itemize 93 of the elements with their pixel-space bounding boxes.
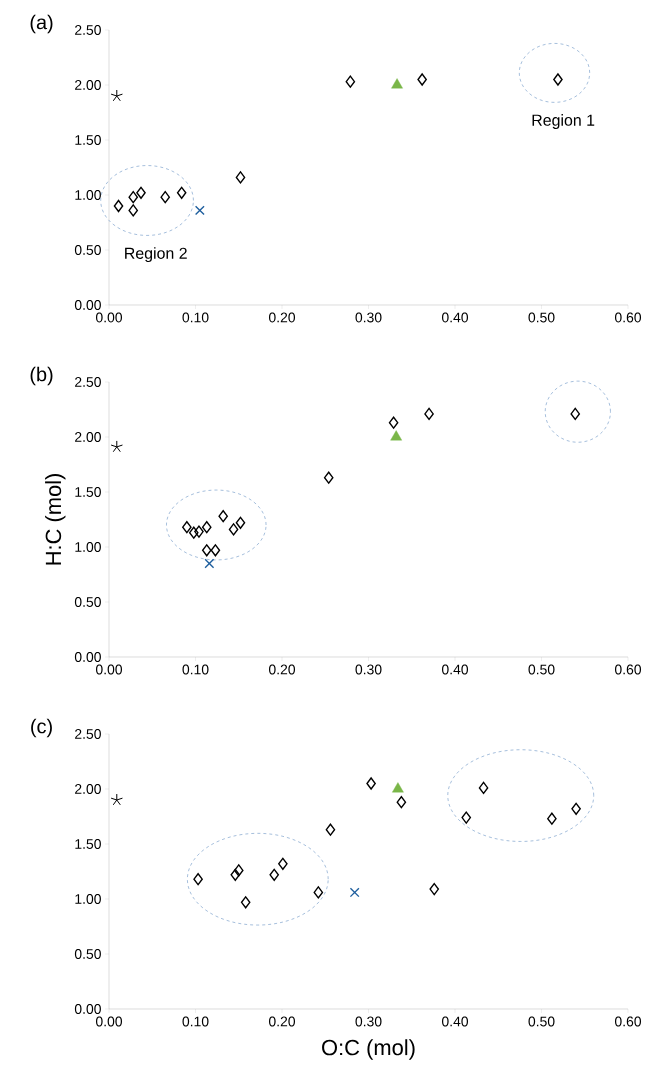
point <box>235 516 246 529</box>
y-tick-label: 1.50 <box>75 487 101 497</box>
point <box>201 544 212 557</box>
point <box>160 191 171 204</box>
y-tick-label: 1.50 <box>75 839 101 849</box>
x-tick-label: 0.20 <box>269 664 296 675</box>
y-tick-label: 0.00 <box>74 652 101 662</box>
point <box>228 523 239 536</box>
point <box>396 796 407 809</box>
x-tick-label: 0.00 <box>96 1016 123 1027</box>
x-tick-label: 0.10 <box>182 664 209 675</box>
point <box>345 75 356 88</box>
x-axis-title: O:C (mol) <box>322 1039 415 1060</box>
x-tick-label: 0.00 <box>96 664 123 675</box>
y-tick-label: 0.00 <box>74 300 101 310</box>
x-tick-label: 0.40 <box>442 312 469 323</box>
point <box>230 868 241 881</box>
y-tick-label: 0.50 <box>74 597 101 607</box>
point <box>424 407 434 421</box>
x-tick-label: 0.00 <box>96 312 123 323</box>
y-tick-label: 1.00 <box>75 190 101 200</box>
chart-title: (b) <box>30 366 53 386</box>
y-tick-label: 0.50 <box>74 949 101 959</box>
chart-title: (c) <box>31 718 52 738</box>
annotation: Region 2 <box>125 247 187 263</box>
point <box>194 525 204 538</box>
y-tick-label: 2.50 <box>75 25 101 35</box>
point <box>323 471 334 484</box>
x-tick-label: 0.30 <box>355 1016 382 1027</box>
point <box>113 199 124 213</box>
point <box>110 440 124 453</box>
x-tick-label: 0.50 <box>528 1016 555 1027</box>
point <box>110 89 124 102</box>
y-tick-label: 2.50 <box>75 729 101 739</box>
point <box>269 868 280 881</box>
x-tick-label: 0.20 <box>269 312 296 323</box>
point <box>218 510 229 523</box>
x-tick-label: 0.40 <box>442 664 469 675</box>
x-tick-label: 0.60 <box>615 664 642 675</box>
point <box>194 205 205 216</box>
y-tick-label: 1.00 <box>75 894 101 904</box>
y-axis-title: H:C (mol) <box>45 474 66 565</box>
point <box>461 811 472 824</box>
point <box>349 887 360 898</box>
point <box>325 823 336 836</box>
point <box>201 521 212 534</box>
point <box>478 781 489 795</box>
x-tick-label: 0.60 <box>615 1016 642 1027</box>
annotation: Region 1 <box>532 114 595 129</box>
y-tick-label: 2.00 <box>75 432 101 442</box>
point <box>110 793 124 806</box>
point <box>278 857 288 870</box>
y-tick-label: 2.00 <box>75 784 101 794</box>
point <box>128 191 139 204</box>
x-tick-label: 0.40 <box>442 1016 469 1027</box>
point <box>176 186 187 199</box>
point <box>390 430 403 441</box>
point <box>571 802 581 815</box>
y-tick-label: 1.00 <box>75 542 101 552</box>
point <box>429 882 440 896</box>
chart-title: (a) <box>30 14 53 34</box>
point <box>210 544 221 557</box>
x-tick-label: 0.30 <box>355 664 382 675</box>
point <box>204 558 215 569</box>
point <box>570 407 581 421</box>
y-tick-label: 0.50 <box>74 245 101 255</box>
x-tick-label: 0.50 <box>528 312 555 323</box>
point <box>235 171 246 184</box>
point <box>136 186 146 199</box>
point <box>313 886 324 899</box>
point <box>388 416 399 429</box>
point <box>193 873 203 886</box>
point <box>233 864 244 877</box>
point <box>182 521 192 534</box>
x-tick-label: 0.10 <box>182 312 209 323</box>
y-tick-label: 0.00 <box>74 1004 101 1014</box>
y-tick-label: 2.50 <box>75 377 101 387</box>
point <box>189 526 199 539</box>
x-tick-label: 0.10 <box>182 1016 209 1027</box>
x-tick-label: 0.50 <box>528 664 555 675</box>
y-tick-label: 1.50 <box>75 135 101 145</box>
point <box>417 73 427 86</box>
point <box>553 73 563 86</box>
point <box>392 782 404 793</box>
point <box>128 204 139 217</box>
x-tick-label: 0.60 <box>615 312 642 323</box>
x-tick-label: 0.20 <box>269 1016 296 1027</box>
x-tick-label: 0.30 <box>355 312 382 323</box>
point <box>547 812 557 825</box>
y-tick-label: 2.00 <box>75 80 101 90</box>
point <box>366 777 376 790</box>
point <box>391 78 403 89</box>
point <box>240 896 251 909</box>
